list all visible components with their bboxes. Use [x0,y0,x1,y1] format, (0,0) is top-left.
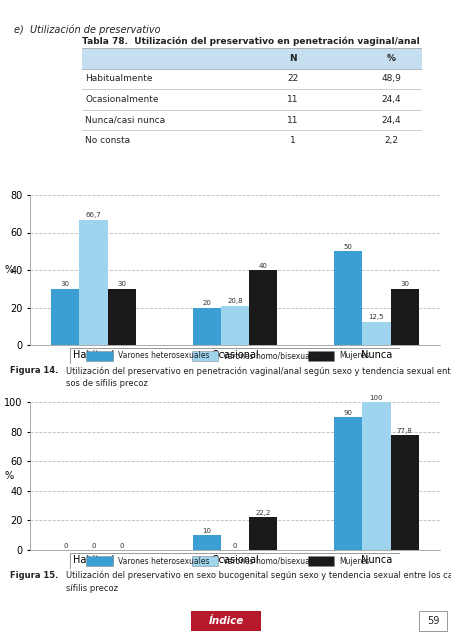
Text: 30: 30 [117,281,126,287]
Text: 40: 40 [258,262,267,269]
Bar [221,306,249,345]
Text: Mujeres: Mujeres [338,351,368,360]
Bar [390,289,418,345]
Y-axis label: %: % [5,265,14,275]
Text: sos de sífilis precoz: sos de sífilis precoz [66,379,147,388]
Bar [86,351,113,361]
Text: %: % [386,54,395,63]
Bar [51,289,79,345]
Text: Varones homo/bisexuales: Varones homo/bisexuales [223,351,321,360]
Text: Habitualmente: Habitualmente [85,74,152,83]
Bar [307,556,333,566]
Text: 1: 1 [289,136,295,145]
Text: Utilización del preservativo en sexo bucogenital según sexo y tendencia sexual e: Utilización del preservativo en sexo buc… [66,571,451,580]
Text: 50: 50 [343,244,352,250]
Bar [192,556,218,566]
Bar [390,435,418,550]
Bar [333,252,361,345]
Text: No consta: No consta [85,136,130,145]
Text: Mujeres: Mujeres [338,557,368,566]
Text: 30: 30 [61,281,70,287]
Bar [249,517,277,550]
Text: Índice: Índice [208,616,243,626]
Bar [82,48,421,68]
Text: 59: 59 [426,616,438,626]
Text: 12,5: 12,5 [368,314,383,320]
Text: 48,9: 48,9 [381,74,400,83]
Bar [333,417,361,550]
Text: 90: 90 [343,410,352,415]
Text: 22,2: 22,2 [255,510,270,516]
Text: 10: 10 [202,528,211,534]
Text: 0: 0 [63,543,68,549]
Bar [79,220,107,345]
Text: 20: 20 [202,300,211,306]
Text: 24,4: 24,4 [381,116,400,125]
Text: Figura 15.: Figura 15. [10,571,58,580]
Text: 22: 22 [286,74,298,83]
Bar [249,270,277,345]
Text: 30: 30 [399,281,408,287]
Text: Figura 14.: Figura 14. [10,366,58,375]
Text: 24,4: 24,4 [381,95,400,104]
Text: 100: 100 [369,395,382,401]
Bar [192,535,221,550]
Text: 77,8: 77,8 [396,428,412,434]
Bar [361,402,390,550]
Bar [307,351,333,361]
Bar [192,307,221,345]
Text: 11: 11 [286,95,298,104]
Text: Ocasionalmente: Ocasionalmente [85,95,159,104]
Text: Varones heterosexuales: Varones heterosexuales [118,351,209,360]
Text: 11: 11 [286,116,298,125]
Text: 20,8: 20,8 [227,298,242,305]
Bar [418,611,446,631]
Text: 2,2: 2,2 [383,136,397,145]
Text: 0: 0 [232,543,237,549]
Text: 0: 0 [120,543,124,549]
Bar [86,556,113,566]
Text: Tabla 78.  Utilización del preservativo en penetración vaginal/anal: Tabla 78. Utilización del preservativo e… [82,36,419,46]
Bar [192,351,218,361]
Bar [191,611,260,631]
Bar [107,289,136,345]
Y-axis label: %: % [5,471,14,481]
Text: Varones heterosexuales: Varones heterosexuales [118,557,209,566]
Text: 0: 0 [91,543,96,549]
Text: sífilis precoz: sífilis precoz [66,584,118,593]
Text: e)  Utilización de preservativo: e) Utilización de preservativo [14,25,160,35]
Text: Nunca/casi nunca: Nunca/casi nunca [85,116,165,125]
Text: Varones homo/bisexuales: Varones homo/bisexuales [223,557,321,566]
Text: Utilización del preservativo en penetración vaginal/anal según sexo y tendencia : Utilización del preservativo en penetrac… [66,366,451,376]
Bar [361,321,390,345]
Text: 66,7: 66,7 [86,212,101,218]
Text: N: N [288,54,296,63]
